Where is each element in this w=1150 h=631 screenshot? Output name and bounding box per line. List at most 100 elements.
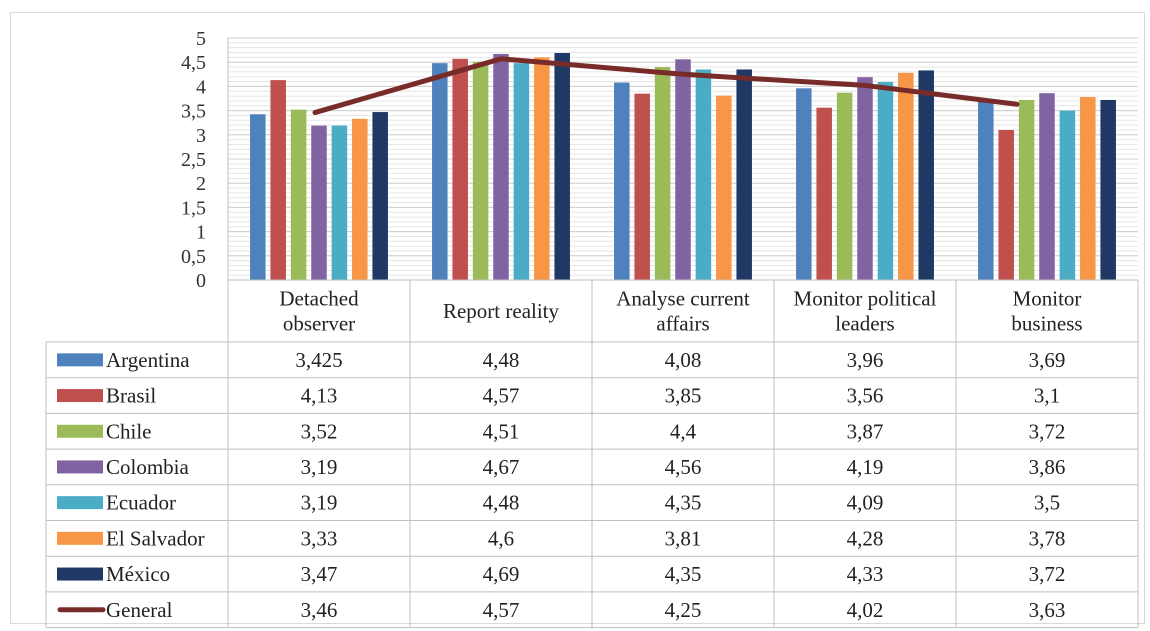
y-tick-label: 1 bbox=[196, 222, 206, 244]
legend-key-colombia bbox=[57, 460, 103, 474]
data-cell: 3,87 bbox=[847, 419, 884, 443]
data-cell: 3,78 bbox=[1029, 526, 1066, 550]
legend-label: Ecuador bbox=[106, 491, 176, 515]
bar-chile bbox=[290, 109, 307, 280]
bar-argentina bbox=[796, 88, 812, 280]
bar-brasil bbox=[452, 58, 468, 281]
bar-brasil bbox=[270, 80, 286, 280]
data-cell: 4,67 bbox=[483, 455, 520, 479]
legend-label: Argentina bbox=[106, 348, 190, 372]
data-cell: 4,4 bbox=[670, 419, 697, 443]
bar-méxico bbox=[1100, 99, 1116, 281]
data-cell: 4,33 bbox=[847, 562, 884, 586]
legend-key-chile bbox=[57, 424, 103, 438]
legend-label: México bbox=[106, 562, 170, 586]
y-tick-label: 4 bbox=[196, 76, 206, 98]
data-cell: 3,96 bbox=[847, 348, 884, 372]
legend-label: Chile bbox=[106, 419, 152, 443]
bar-el-salvador bbox=[1080, 97, 1096, 280]
y-tick-label: 2,5 bbox=[181, 149, 206, 171]
data-cell: 4,08 bbox=[665, 348, 702, 372]
data-cell: 3,56 bbox=[847, 384, 884, 408]
data-cell: 3,85 bbox=[665, 384, 702, 408]
x-category-label: Monitor bbox=[1013, 287, 1082, 311]
y-tick-label: 4,5 bbox=[181, 52, 206, 74]
bar-méxico bbox=[372, 112, 388, 280]
data-cell: 4,48 bbox=[483, 348, 520, 372]
bar-el-salvador bbox=[716, 95, 732, 280]
data-cell: 4,19 bbox=[847, 455, 884, 479]
bar-colombia bbox=[311, 125, 327, 280]
bar-argentina bbox=[978, 101, 994, 281]
data-cell: 4,69 bbox=[483, 562, 520, 586]
data-cell: 4,6 bbox=[488, 526, 514, 550]
data-cell: 3,81 bbox=[665, 526, 702, 550]
data-cell: 3,63 bbox=[1029, 598, 1066, 622]
legend-label: Colombia bbox=[106, 455, 190, 479]
y-tick-label: 3 bbox=[196, 125, 206, 147]
data-cell: 3,46 bbox=[301, 598, 338, 622]
data-cell: 3,19 bbox=[301, 491, 338, 515]
y-tick-label: 0,5 bbox=[181, 246, 206, 268]
bar-méxico bbox=[736, 69, 752, 281]
data-cell: 4,35 bbox=[665, 562, 702, 586]
data-cell: 3,425 bbox=[295, 348, 342, 372]
legend-key-ecuador bbox=[57, 496, 103, 510]
data-cell: 3,19 bbox=[301, 455, 338, 479]
bar-brasil bbox=[816, 107, 832, 280]
data-cell: 4,25 bbox=[665, 598, 702, 622]
x-category-label: observer bbox=[283, 312, 355, 336]
bar-chile bbox=[1018, 99, 1035, 281]
x-category-label: Report reality bbox=[443, 299, 560, 323]
data-cell: 4,09 bbox=[847, 491, 884, 515]
bar-ecuador bbox=[331, 125, 348, 280]
legend-label: Brasil bbox=[106, 384, 156, 408]
y-tick-label: 0 bbox=[196, 270, 206, 292]
data-cell: 3,1 bbox=[1034, 384, 1060, 408]
data-cell: 4,56 bbox=[665, 455, 702, 479]
data-cell: 4,13 bbox=[301, 384, 338, 408]
y-tick-label: 5 bbox=[196, 28, 206, 50]
bar-el-salvador bbox=[352, 118, 368, 280]
data-cell: 4,28 bbox=[847, 526, 884, 550]
legend-label: General bbox=[106, 598, 173, 622]
legend-key-méxico bbox=[57, 567, 103, 581]
bar-ecuador bbox=[695, 69, 712, 281]
x-category-label: Monitor political bbox=[794, 287, 937, 311]
bar-ecuador bbox=[1059, 110, 1076, 280]
legend-key-brasil bbox=[57, 389, 103, 403]
bar-colombia bbox=[1039, 93, 1055, 281]
x-category-label: Detached bbox=[279, 287, 359, 311]
data-cell: 3,69 bbox=[1029, 348, 1066, 372]
bar-colombia bbox=[493, 53, 509, 280]
data-cell: 3,86 bbox=[1029, 455, 1066, 479]
bar-el-salvador bbox=[898, 72, 914, 281]
data-cell: 4,48 bbox=[483, 491, 520, 515]
bar-argentina bbox=[614, 82, 630, 280]
general-line bbox=[312, 56, 1020, 116]
legend-label: El Salvador bbox=[106, 526, 205, 550]
data-cell: 4,02 bbox=[847, 598, 884, 622]
y-tick-label: 3,5 bbox=[181, 101, 206, 123]
bar-ecuador bbox=[877, 82, 894, 280]
bar-el-salvador bbox=[534, 57, 550, 280]
bar-colombia bbox=[675, 59, 691, 280]
bar-brasil bbox=[634, 93, 650, 280]
bar-argentina bbox=[250, 114, 266, 280]
data-cell: 4,57 bbox=[483, 598, 520, 622]
data-cell: 3,5 bbox=[1034, 491, 1060, 515]
bar-chile bbox=[654, 67, 671, 280]
data-cell: 4,57 bbox=[483, 384, 520, 408]
y-tick-label: 1,5 bbox=[181, 197, 206, 219]
data-cell: 4,35 bbox=[665, 491, 702, 515]
data-cell: 3,72 bbox=[1029, 419, 1066, 443]
data-cell: 3,72 bbox=[1029, 562, 1066, 586]
data-cell: 4,51 bbox=[483, 419, 520, 443]
data-cell: 3,47 bbox=[301, 562, 338, 586]
bar-argentina bbox=[432, 63, 448, 280]
y-tick-label: 2 bbox=[196, 173, 206, 195]
data-cell: 3,33 bbox=[301, 526, 338, 550]
bar-colombia bbox=[857, 77, 873, 280]
x-category-label: leaders bbox=[835, 312, 894, 336]
